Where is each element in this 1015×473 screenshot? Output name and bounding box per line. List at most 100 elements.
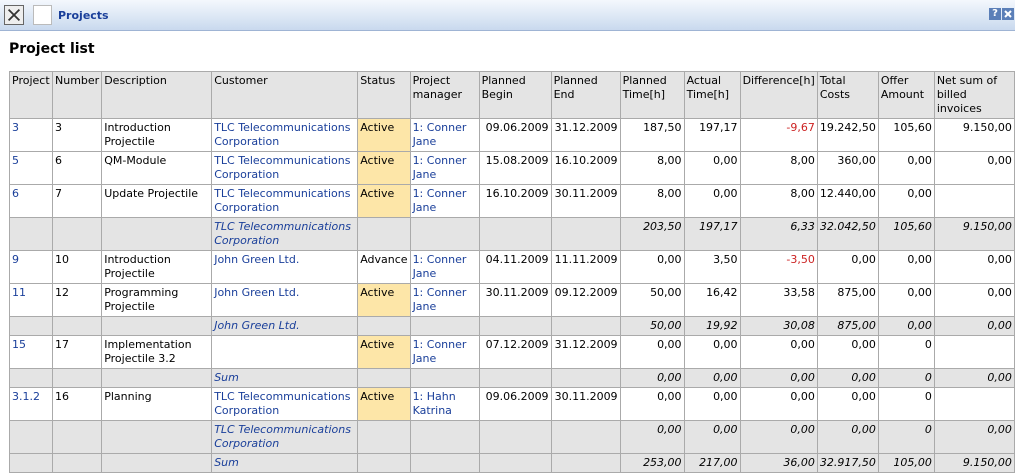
table-cell: 203,50 <box>620 218 684 251</box>
table-cell: 253,00 <box>620 454 684 473</box>
table-cell: 50,00 <box>620 284 684 317</box>
table-cell: Active <box>358 284 410 317</box>
table-cell[interactable]: 11 <box>10 284 53 317</box>
table-cell: 0,00 <box>684 152 740 185</box>
window-title: Projects <box>58 9 109 22</box>
table-cell: 8,00 <box>740 152 817 185</box>
column-header: Planned End <box>551 72 620 119</box>
table-cell <box>551 218 620 251</box>
table-cell[interactable]: TLC Telecommunications Corporation <box>212 152 358 185</box>
table-cell[interactable]: 1: Conner Jane <box>410 284 479 317</box>
table-cell: 0,00 <box>620 369 684 388</box>
table-cell[interactable]: TLC Telecommunications Corporation <box>212 388 358 421</box>
table-cell: 7 <box>53 185 102 218</box>
table-cell <box>551 369 620 388</box>
table-cell: 0,00 <box>740 336 817 369</box>
table-cell: 0,00 <box>620 251 684 284</box>
table-cell <box>551 317 620 336</box>
column-header: Offer Amount <box>878 72 934 119</box>
table-cell[interactable]: 15 <box>10 336 53 369</box>
table-cell: Active <box>358 152 410 185</box>
table-cell: 105,60 <box>878 218 934 251</box>
table-cell: 19,92 <box>684 317 740 336</box>
table-cell: 197,17 <box>684 119 740 152</box>
table-cell <box>358 317 410 336</box>
table-cell[interactable]: 1: Conner Jane <box>410 185 479 218</box>
table-cell[interactable]: John Green Ltd. <box>212 284 358 317</box>
table-cell: 0 <box>878 388 934 421</box>
table-cell: 0,00 <box>878 317 934 336</box>
table-cell: Active <box>358 388 410 421</box>
table-cell: 11.11.2009 <box>551 251 620 284</box>
table-cell <box>479 421 551 454</box>
project-row: 1517Implementation Projectile 3.2Active1… <box>10 336 1015 369</box>
table-cell <box>479 317 551 336</box>
table-cell: 105,60 <box>878 119 934 152</box>
column-header: Planned Time[h] <box>620 72 684 119</box>
table-cell <box>10 317 53 336</box>
table-cell <box>551 421 620 454</box>
column-header: Number <box>53 72 102 119</box>
table-cell <box>53 421 102 454</box>
table-cell: 30,08 <box>740 317 817 336</box>
table-cell: Advance <box>358 251 410 284</box>
title-bar: Projects ? <box>0 0 1015 31</box>
table-cell: 0 <box>878 369 934 388</box>
table-cell[interactable]: 6 <box>10 185 53 218</box>
table-cell: 0,00 <box>934 284 1014 317</box>
table-cell: Active <box>358 119 410 152</box>
table-cell: 0,00 <box>740 369 817 388</box>
help-button[interactable]: ? <box>989 8 1001 20</box>
table-cell: 0 <box>878 336 934 369</box>
table-cell: 0,00 <box>684 185 740 218</box>
table-cell <box>934 336 1014 369</box>
table-cell <box>53 454 102 473</box>
table-cell <box>212 336 358 369</box>
table-cell: 32.917,50 <box>817 454 878 473</box>
table-cell: 8,00 <box>740 185 817 218</box>
table-cell[interactable]: John Green Ltd. <box>212 251 358 284</box>
table-cell <box>53 317 102 336</box>
table-cell[interactable]: 3 <box>10 119 53 152</box>
table-cell[interactable]: TLC Telecommunications Corporation <box>212 185 358 218</box>
table-cell: 875,00 <box>817 317 878 336</box>
column-header: Description <box>102 72 212 119</box>
column-header: Project <box>10 72 53 119</box>
subtotal-row: TLC Telecommunications Corporation0,000,… <box>10 421 1015 454</box>
table-cell[interactable]: TLC Telecommunications Corporation <box>212 119 358 152</box>
table-cell: 17 <box>53 336 102 369</box>
column-header: Planned Begin <box>479 72 551 119</box>
table-cell: 8,00 <box>620 152 684 185</box>
table-cell[interactable]: 1: Conner Jane <box>410 251 479 284</box>
table-cell: 09.12.2009 <box>551 284 620 317</box>
table-cell[interactable]: 1: Hahn Katrina <box>410 388 479 421</box>
table-cell: TLC Telecommunications Corporation <box>212 218 358 251</box>
column-header: Project manager <box>410 72 479 119</box>
table-cell: 6 <box>53 152 102 185</box>
project-row: 3.1.216PlanningTLC Telecommunications Co… <box>10 388 1015 421</box>
table-cell: 197,17 <box>684 218 740 251</box>
table-cell <box>410 421 479 454</box>
close-button[interactable] <box>4 5 24 25</box>
table-cell: -9,67 <box>740 119 817 152</box>
close-window-button[interactable] <box>1002 8 1014 20</box>
table-cell[interactable]: 1: Conner Jane <box>410 119 479 152</box>
table-cell: 9.150,00 <box>934 454 1014 473</box>
table-cell: 105,00 <box>878 454 934 473</box>
table-cell: 0,00 <box>620 421 684 454</box>
table-cell: 360,00 <box>817 152 878 185</box>
table-cell: 16 <box>53 388 102 421</box>
table-cell: Active <box>358 185 410 218</box>
table-cell: Sum <box>212 454 358 473</box>
table-cell: 875,00 <box>817 284 878 317</box>
table-cell[interactable]: 3.1.2 <box>10 388 53 421</box>
table-cell[interactable]: 5 <box>10 152 53 185</box>
table-cell[interactable]: 1: Conner Jane <box>410 152 479 185</box>
table-cell: 0,00 <box>934 369 1014 388</box>
table-cell[interactable]: 9 <box>10 251 53 284</box>
table-cell[interactable]: 1: Conner Jane <box>410 336 479 369</box>
subtotal-row: Sum253,00217,0036,0032.917,50105,009.150… <box>10 454 1015 473</box>
table-cell: 30.11.2009 <box>551 388 620 421</box>
table-cell: 0,00 <box>740 388 817 421</box>
table-cell: 09.06.2009 <box>479 388 551 421</box>
